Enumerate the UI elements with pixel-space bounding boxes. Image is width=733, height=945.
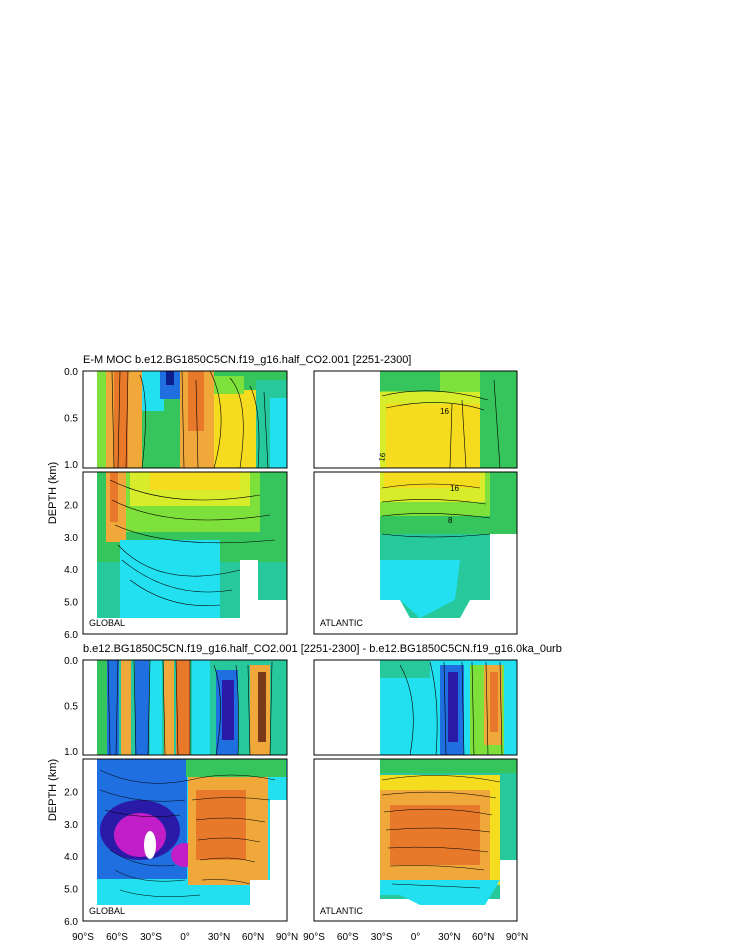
y-tick-label: 1.0 [64,747,78,758]
ylabel-bottom: DEPTH (km) [47,759,59,821]
x-tick-label: 60°S [106,932,128,943]
basin-label-global-bottom: GLOBAL [89,906,125,916]
x-tick-label: 30°N [208,932,230,943]
panel-global-mean: GLOBAL [82,370,288,635]
x-tick-label: 0° [411,932,421,943]
y-tick-label: 0.5 [64,702,78,713]
y-tick-labels: 0.0 0.5 1.0 2.0 3.0 4.0 5.0 6.0 0.0 0.5 1.0 2.0 3.0 4… [64,367,78,928]
contour-label: 8 [448,516,453,525]
y-tick-label: 0.0 [64,656,78,667]
x-tick-label: 90°N [276,932,298,943]
title-top: E-M MOC b.e12.BG1850C5CN.f19_g16.half_CO… [83,354,411,366]
y-tick-label: 3.0 [64,820,78,831]
y-tick-label: 3.0 [64,533,78,544]
panel-atlantic-mean: ATLANTIC [313,370,518,635]
panel-atlantic-difference: ATLANTIC [313,659,518,922]
y-tick-label: 6.0 [64,917,78,928]
panel-global-difference: GLOBAL [82,659,288,922]
contour-label: 16 [377,451,388,462]
x-tick-labels: 90°S 60°S 30°S 0° 30°N 60°N 90°N 90°S 60°S 30°S 0°… [72,932,528,943]
x-tick-label: 60°N [472,932,494,943]
x-tick-label: 30°N [438,932,460,943]
basin-label-atlantic-top: ATLANTIC [320,618,363,628]
y-tick-label: 2.0 [64,787,78,798]
y-tick-label: 4.0 [64,852,78,863]
y-tick-label: 5.0 [64,598,78,609]
y-tick-label: 4.0 [64,565,78,576]
y-tick-label: 5.0 [64,885,78,896]
y-tick-label: 0.0 [64,367,78,378]
y-tick-label: 0.5 [64,414,78,425]
contour-labels: 16 16 16 8 [377,407,459,525]
y-tick-label: 1.0 [64,460,78,471]
x-tick-label: 30°S [140,932,162,943]
x-tick-label: 60°N [242,932,264,943]
y-tick-label: 6.0 [64,630,78,641]
ylabel-top: DEPTH (km) [47,462,59,524]
basin-label-global-top: GLOBAL [89,618,125,628]
x-tick-label: 90°S [72,932,94,943]
contour-label: 16 [450,484,459,493]
x-tick-label: 90°S [303,932,325,943]
x-tick-label: 90°N [506,932,528,943]
basin-label-atlantic-bottom: ATLANTIC [320,906,363,916]
x-tick-label: 0° [180,932,190,943]
x-tick-label: 60°S [337,932,359,943]
x-tick-label: 30°S [371,932,393,943]
title-bottom: b.e12.BG1850C5CN.f19_g16.half_CO2.001 [2… [83,643,562,655]
y-tick-label: 2.0 [64,500,78,511]
contour-label: 16 [440,407,449,416]
